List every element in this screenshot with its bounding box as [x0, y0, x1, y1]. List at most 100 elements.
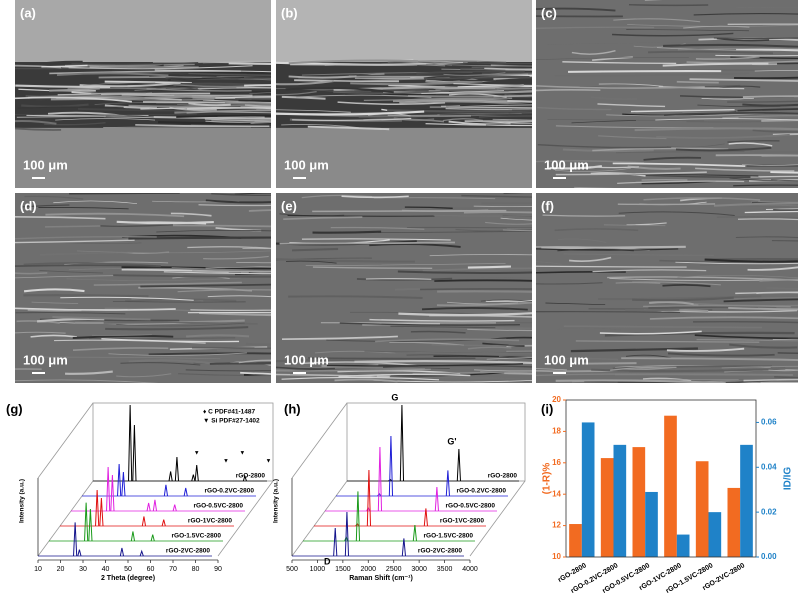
peak: [106, 466, 111, 512]
texture: [387, 114, 472, 117]
texture: [756, 367, 798, 370]
texture: [314, 350, 396, 354]
texture: [187, 106, 271, 110]
bar: [740, 444, 753, 557]
texture: [198, 204, 271, 207]
texture: [481, 202, 532, 205]
peak: [333, 527, 338, 557]
texture: [369, 318, 515, 322]
texture: [17, 106, 124, 109]
series-label: rGO-2800: [488, 473, 518, 480]
texture: [291, 247, 339, 252]
texture: [697, 104, 781, 108]
texture: [480, 276, 532, 279]
texture: [112, 98, 215, 101]
panel-label: (f): [541, 198, 554, 213]
texture: [570, 347, 698, 353]
texture: [728, 142, 773, 147]
texture: [603, 224, 666, 227]
texture: [56, 72, 169, 77]
texture: [281, 95, 326, 100]
depth-line: [217, 480, 274, 557]
peak: [434, 486, 439, 512]
texture: [750, 150, 798, 154]
texture: [592, 269, 707, 273]
texture: [772, 338, 798, 340]
texture: [103, 115, 271, 120]
texture: [705, 258, 798, 260]
texture: [743, 378, 798, 382]
texture: [536, 373, 636, 377]
texture: [191, 346, 271, 350]
texture: [742, 95, 798, 98]
series-label: rGO-1VC-2800: [188, 518, 232, 525]
texture: [569, 256, 612, 262]
texture: [597, 295, 762, 301]
texture: [735, 291, 798, 295]
plot-frame: [565, 399, 757, 558]
texture: [502, 229, 532, 232]
texture: [750, 175, 798, 178]
texture: [163, 271, 271, 275]
texture: [279, 241, 455, 245]
texture: [768, 369, 798, 372]
texture: [299, 88, 372, 93]
texture: [598, 83, 664, 87]
texture: [761, 154, 798, 157]
texture: [301, 238, 451, 241]
peak: [399, 404, 405, 482]
bar: [708, 512, 722, 557]
texture: [536, 271, 626, 274]
texture: [286, 260, 337, 264]
texture: [276, 368, 431, 372]
texture: [393, 113, 532, 116]
texture: [146, 88, 252, 92]
texture: [387, 109, 532, 113]
texture: [72, 335, 174, 339]
texture: [326, 363, 523, 367]
texture: [192, 270, 271, 273]
substrate-bottom: [276, 127, 532, 188]
texture: [666, 143, 725, 148]
texture: [30, 334, 78, 338]
texture: [562, 148, 654, 152]
texture: [334, 378, 398, 383]
panel-label: (b): [281, 5, 298, 20]
texture: [433, 214, 532, 217]
texture: [547, 119, 705, 122]
texture: [38, 207, 129, 210]
x-tick-label: 40: [102, 566, 110, 573]
x-axis-label: Raman Shift (cm⁻¹): [349, 575, 413, 582]
texture: [333, 85, 445, 92]
texture: [190, 309, 271, 311]
texture: [412, 371, 532, 375]
texture: [378, 231, 532, 233]
texture: [202, 60, 271, 64]
scale-label: 100 μm: [284, 352, 329, 367]
texture: [203, 255, 269, 260]
texture: [170, 212, 212, 217]
peak: [423, 508, 428, 527]
scale-label: 100 μm: [23, 157, 68, 172]
texture: [693, 320, 798, 324]
texture: [228, 62, 271, 65]
peak: [132, 424, 137, 482]
bar: [613, 444, 627, 557]
texture: [128, 359, 219, 366]
texture: [365, 278, 432, 280]
texture: [199, 311, 271, 317]
texture: [134, 87, 237, 91]
peak: [84, 502, 89, 542]
texture: [571, 50, 616, 55]
texture: [574, 186, 616, 188]
peak: [174, 456, 180, 482]
texture: [429, 253, 532, 257]
texture: [121, 265, 271, 270]
y2-tick-label: 0.00: [761, 552, 777, 561]
texture: [79, 81, 183, 88]
texture: [437, 112, 532, 115]
texture: [76, 250, 271, 254]
y-tick-label: 20: [552, 395, 561, 404]
x-tick-label: 2000: [360, 566, 376, 573]
